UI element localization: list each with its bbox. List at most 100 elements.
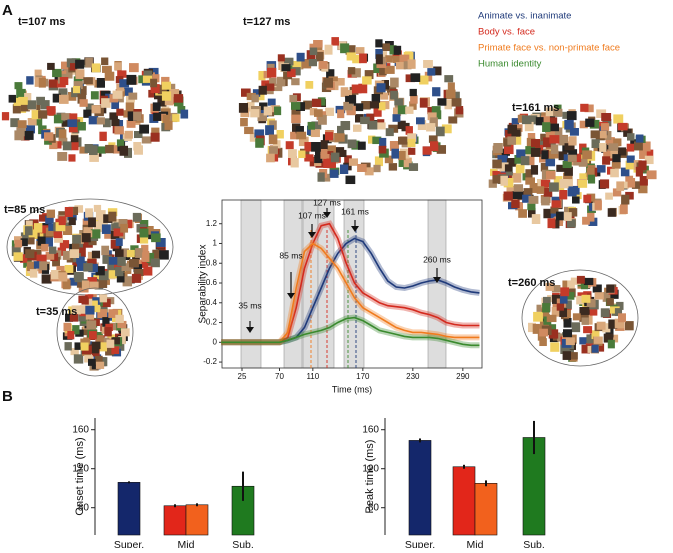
image-tile xyxy=(340,43,350,54)
image-tile xyxy=(583,194,592,203)
image-tile xyxy=(36,254,47,264)
image-tile xyxy=(444,99,453,110)
image-tile xyxy=(112,145,121,154)
image-tile xyxy=(334,133,345,142)
snapshot-label: t=85 ms xyxy=(4,204,45,216)
image-tile xyxy=(529,183,538,193)
image-tile xyxy=(578,158,588,167)
image-tile xyxy=(559,179,569,189)
image-tile xyxy=(526,156,535,166)
image-tile xyxy=(111,223,119,231)
y-tick-label: 0 xyxy=(213,337,218,346)
image-tile xyxy=(613,138,622,147)
image-tile xyxy=(563,329,573,338)
image-tile xyxy=(618,313,626,323)
image-tile xyxy=(364,167,374,176)
image-tile xyxy=(25,125,36,134)
image-tile xyxy=(379,67,387,76)
image-tile xyxy=(255,138,264,148)
image-tile xyxy=(128,92,138,100)
image-tile xyxy=(172,114,180,122)
image-tile xyxy=(357,141,366,150)
image-tile xyxy=(582,303,592,311)
image-tile xyxy=(371,94,381,103)
image-tile xyxy=(505,130,513,138)
image-tile xyxy=(368,135,376,144)
image-tile xyxy=(150,78,158,88)
plot-frame xyxy=(221,199,483,369)
image-tile xyxy=(347,67,356,75)
image-tile xyxy=(379,137,387,148)
image-tile xyxy=(86,320,97,330)
image-tile xyxy=(276,76,286,87)
image-tile xyxy=(75,59,85,69)
image-tile xyxy=(511,172,522,183)
x-tick-label: Mid xyxy=(467,539,484,548)
image-tile xyxy=(81,280,90,290)
image-tile xyxy=(61,116,69,127)
image-tile xyxy=(161,81,172,90)
image-tile xyxy=(551,200,561,208)
image-tile xyxy=(20,102,30,112)
image-tile xyxy=(337,78,345,86)
image-tile xyxy=(151,74,160,83)
image-tile xyxy=(613,114,624,124)
image-tile xyxy=(644,155,654,165)
image-tile xyxy=(549,182,559,192)
image-tile xyxy=(13,96,22,106)
image-tile xyxy=(77,93,87,104)
image-tile xyxy=(18,96,28,105)
image-tile xyxy=(346,52,356,61)
image-tile xyxy=(114,341,125,351)
y-axis-label: Separability index xyxy=(198,245,209,324)
image-tile xyxy=(567,154,577,162)
image-tile xyxy=(417,120,427,131)
image-tile xyxy=(269,77,277,87)
image-tile xyxy=(102,255,113,264)
image-tile xyxy=(514,155,523,164)
image-tile xyxy=(81,233,91,243)
image-tile xyxy=(116,272,125,283)
image-tile xyxy=(79,146,88,154)
image-tile xyxy=(548,117,558,126)
image-tile xyxy=(35,116,43,126)
image-tile xyxy=(123,87,133,96)
image-tile xyxy=(539,320,550,331)
image-tile xyxy=(152,102,161,111)
image-tile xyxy=(455,106,464,115)
image-tile xyxy=(99,357,108,367)
image-tile xyxy=(398,151,406,161)
image-tile xyxy=(419,75,429,85)
image-tile xyxy=(263,106,273,116)
image-tile xyxy=(70,348,79,356)
image-tile xyxy=(562,280,570,290)
image-tile xyxy=(81,327,89,336)
image-tile xyxy=(570,277,581,285)
image-tile xyxy=(309,107,318,116)
image-tile xyxy=(594,292,604,300)
image-tile xyxy=(576,275,585,284)
annotation: 107 ms xyxy=(298,210,326,220)
image-tile xyxy=(251,94,259,103)
image-tile xyxy=(586,298,596,308)
x-tick-label: 110 xyxy=(306,372,319,381)
image-tile xyxy=(141,136,152,144)
image-tile xyxy=(556,164,565,172)
image-tile xyxy=(26,76,34,85)
image-tile xyxy=(571,322,581,333)
image-tile xyxy=(126,74,137,85)
image-tile xyxy=(71,130,79,139)
image-tile xyxy=(301,59,312,69)
image-tile xyxy=(553,104,562,113)
y-tick-label: 80 xyxy=(368,502,380,513)
image-tile xyxy=(550,342,560,352)
image-tile xyxy=(375,49,383,59)
image-tile xyxy=(284,57,294,66)
image-tile xyxy=(551,307,561,317)
image-tile xyxy=(348,158,359,166)
image-tile xyxy=(552,294,562,304)
image-tile xyxy=(48,223,58,231)
image-tile xyxy=(599,130,607,139)
image-tile xyxy=(430,117,438,127)
image-tile xyxy=(93,221,102,231)
